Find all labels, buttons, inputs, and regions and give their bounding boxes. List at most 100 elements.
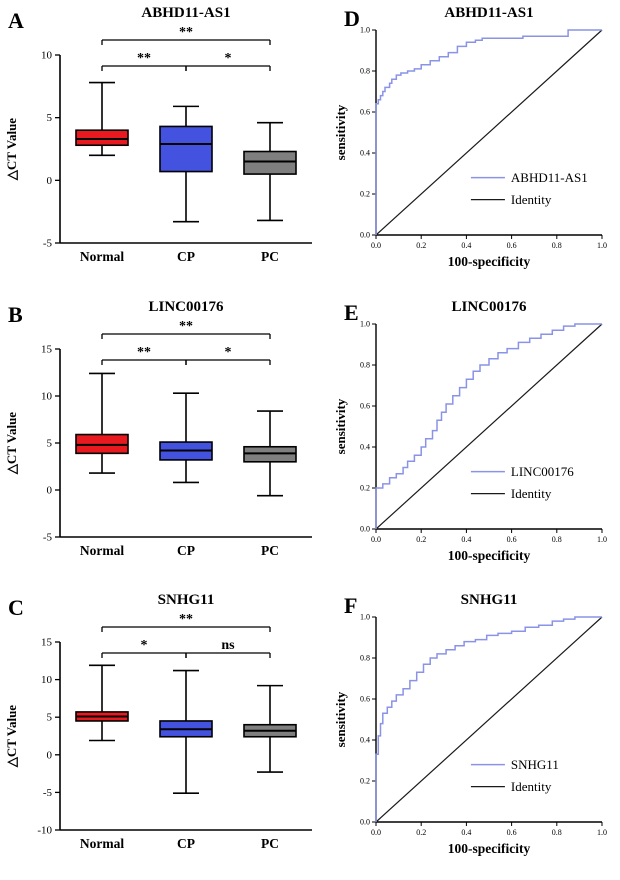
y-tick-label: -10 [37,825,52,837]
identity-line [375,323,603,530]
y-axis-label: sensitivity [333,398,348,454]
y-tick-label: -5 [43,787,53,799]
sig-label: ns [221,638,235,653]
boxplot-linc00176: LINC00176 -5 0 5 10 15 △CT Value Normal CP PC ** **… [0,294,330,587]
chart-title: LINC00176 [451,299,527,315]
y-tick-label: 10 [41,391,53,403]
chart-title: ABHD11-AS1 [141,5,230,21]
box-Normal [75,129,129,147]
legend-curve-label: SNHG11 [511,757,559,772]
identity-line [375,29,603,236]
x-tick-label: 0.6 [507,828,517,837]
panel-letter-E: E [344,300,359,325]
y-tick-label: 0.2 [360,777,370,786]
legend-curve-label: ABHD11-AS1 [511,170,588,185]
roc-curve [375,323,602,529]
y-tick-label: 0.8 [360,654,370,663]
y-tick-label: 0.4 [360,443,370,452]
x-tick-label: 1.0 [597,828,607,837]
panel-letter-B: B [8,302,23,327]
y-tick-label: 0.0 [360,525,370,534]
box-PC [243,150,297,175]
roc-svg: ABHD11-AS1 0.00.0 0.2 0.2 0.4 0.4 0.6 0.6 0.8 0.8… [333,5,607,269]
y-axis-label: sensitivity [333,104,348,160]
boxplot-abhd11-as1: ABHD11-AS1 -5 0 5 10 △CT Value Normal CP PC ** ** * [0,0,330,294]
x-category-label: Normal [80,836,124,851]
y-tick-label: 15 [41,344,53,356]
y-tick-label: 0.6 [360,108,370,117]
y-tick-label: 10 [41,50,53,62]
roc-linc00176: LINC00176 0.0 0.0 0.2 0.2 0.4 0.4 0.6 0.6 0.8 0.8 1… [330,294,620,587]
x-category-label: PC [261,249,279,264]
y-tick-label: 0.6 [360,695,370,704]
x-tick-label: 0.0 [371,241,381,250]
y-tick-label: 0.6 [360,402,370,411]
panel-A: A ABHD11-AS1 -5 0 5 10 △CT Value Normal CP PC ** *… [0,0,330,294]
y-tick-label: -5 [43,238,53,250]
x-tick-label: 1.0 [597,241,607,250]
box-CP [159,125,213,173]
y-tick-label: 0.0 [360,818,370,827]
sig-label: ** [179,319,193,334]
y-tick-label: 0.2 [360,190,370,199]
x-category-label: PC [261,836,279,851]
sig-label: * [225,345,232,360]
boxplot-snhg11: SNHG11 -10 -5 0 5 10 15 △CT Value Normal CP PC ** * n… [0,587,330,880]
x-axis-label: 100-specificity [448,548,531,563]
roc-svg: SNHG11 0.00.0 0.2 0.2 0.4 0.4 0.6 0.6 0.8 0.8 1.0 1… [333,592,607,856]
y-tick-label: 5 [47,112,53,124]
y-tick-label: 1.0 [360,613,370,622]
roc-svg: LINC00176 0.00.0 0.2 0.2 0.4 0.4 0.6 0.6 0.8 0.8 1… [333,299,607,563]
legend-identity-label: Identity [511,192,552,207]
sig-label: ** [179,25,193,40]
sig-label: * [225,51,232,66]
x-axis-label: 100-specificity [448,254,531,269]
y-axis-label: △CT Value [4,412,19,475]
x-tick-label: 0.2 [416,828,426,837]
chart-title: ABHD11-AS1 [444,5,533,21]
x-category-label: Normal [80,249,124,264]
y-tick-label: 1.0 [360,26,370,35]
y-tick-label: 5 [47,438,53,450]
x-tick-label: 1.0 [597,535,607,544]
chart-title: SNHG11 [461,592,518,608]
y-tick-label: 0.8 [360,67,370,76]
legend-curve-label: LINC00176 [511,464,574,479]
panel-E: E LINC00176 0.0 0.0 0.2 0.2 0.4 0.4 0.6 0.6 0.8 0.… [330,294,620,587]
identity-line [375,616,603,823]
chart-title: LINC00176 [148,299,224,315]
y-tick-label: 0.4 [360,736,370,745]
panel-C: C SNHG11 -10 -5 0 5 10 15 △CT Value Normal CP PC **… [0,587,330,880]
y-axis-label: △CT Value [4,705,19,768]
y-tick-label: 10 [41,674,53,686]
x-tick-label: 0.0 [371,828,381,837]
x-category-label: CP [177,836,195,851]
x-tick-label: 0.2 [416,535,426,544]
chart-title: SNHG11 [158,592,215,608]
y-tick-label: 0.0 [360,231,370,240]
sig-label: ** [179,612,193,627]
panel-letter-A: A [8,8,24,33]
panel-letter-C: C [8,595,24,620]
panel-D: D ABHD11-AS1 0.0 0.0 0.2 0.2 0.4 0.4 0.6 0.6 0.8 0… [330,0,620,294]
x-tick-label: 0.4 [461,241,471,250]
y-tick-label: 0 [47,175,53,187]
panel-letter-D: D [344,6,360,31]
legend-identity-label: Identity [511,486,552,501]
x-tick-label: 0.6 [507,241,517,250]
x-tick-label: 0.8 [552,535,562,544]
roc-snhg11: SNHG11 0.0 0.0 0.2 0.2 0.4 0.4 0.6 0.6 0.8 0.8 1.0 1… [330,587,620,880]
y-tick-label: 1.0 [360,320,370,329]
x-axis-label: 100-specificity [448,841,531,856]
y-tick-label: 0 [47,749,53,761]
y-tick-label: 0.2 [360,484,370,493]
x-tick-label: 0.4 [461,828,471,837]
x-tick-label: 0.8 [552,241,562,250]
panel-letter-F: F [344,593,358,618]
roc-curve [375,616,602,822]
sig-label: * [141,638,148,653]
